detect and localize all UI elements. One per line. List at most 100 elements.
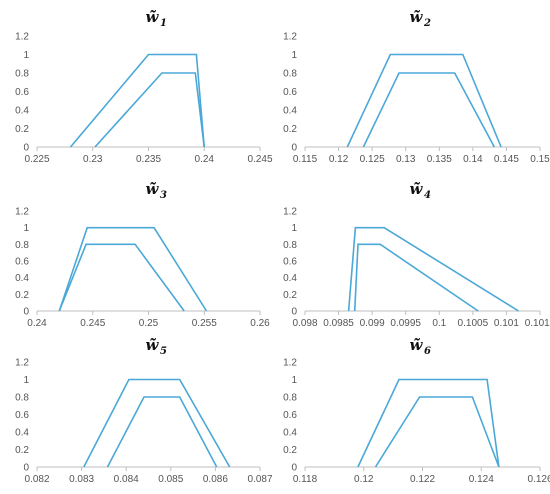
- y-tick-label: 0.6: [283, 87, 297, 98]
- y-tick-label: 0.8: [15, 393, 29, 404]
- y-tick-label: 0: [291, 307, 297, 318]
- y-tick-label: 1.2: [15, 207, 29, 218]
- x-tick-label: 0.086: [203, 474, 228, 485]
- x-tick-label: 0.087: [247, 474, 272, 485]
- y-tick-label: 0.4: [15, 106, 29, 117]
- chart-title: w̃̃: [146, 8, 160, 26]
- series-line-2: [58, 243, 185, 312]
- x-tick-label: 0.082: [24, 474, 49, 485]
- x-tick-label: 0.101: [494, 318, 519, 329]
- series-line-2: [362, 72, 496, 148]
- chart-title-subscript: 4: [424, 190, 431, 201]
- chart-panel-1: w̃̃ 100.20.40.60.811.20.225 0.23 0.235 0.24 0…: [15, 8, 273, 165]
- x-tick-label: 0.12: [329, 154, 349, 165]
- x-tick-label: 0.12: [354, 474, 374, 485]
- x-tick-label: 0.084: [114, 474, 139, 485]
- y-tick-label: 0.8: [283, 240, 297, 251]
- x-tick-label: 0.235: [136, 154, 161, 165]
- x-tick-label: 0.0985: [323, 318, 354, 329]
- series-line-1: [83, 378, 231, 468]
- y-tick-label: 0.2: [15, 124, 29, 135]
- x-tick-label: 0.0995: [390, 318, 421, 329]
- y-tick-label: 1.2: [283, 32, 297, 43]
- chart-panel-2: w̃̃ 2 0 0.2 0.4 0.6 0.8 1 1.2 0.115 0.12 0.125 0.13 0…: [283, 8, 550, 165]
- y-tick-label: 1.2: [283, 207, 297, 218]
- y-tick-label: 0: [23, 307, 29, 318]
- y-tick-label: 1.2: [283, 358, 297, 369]
- y-tick-label: 0.4: [283, 428, 297, 439]
- y-tick-label: 1: [23, 375, 29, 386]
- x-tick-label: 0.085: [158, 474, 183, 485]
- series-line-1: [346, 53, 502, 148]
- chart-title-subscript: 2: [423, 18, 431, 29]
- y-tick-label: 0.6: [283, 257, 297, 268]
- y-tick-label: 0.4: [283, 273, 297, 284]
- chart-title: w̃̃: [146, 336, 160, 354]
- y-tick-label: 1: [291, 375, 297, 386]
- y-tick-label: 1: [291, 223, 297, 234]
- x-tick-label: 0.26: [250, 318, 270, 329]
- series-line-2: [374, 396, 500, 468]
- y-tick-label: 0.4: [15, 273, 29, 284]
- x-tick-label: 0.099: [360, 318, 385, 329]
- x-tick-label: 0.115: [293, 154, 318, 165]
- series-line-1: [357, 378, 500, 468]
- y-tick-label: 0: [23, 463, 29, 474]
- x-tick-label: 0.083: [69, 474, 94, 485]
- y-tick-label: 0.6: [15, 410, 29, 421]
- x-tick-label: 0.23: [83, 154, 103, 165]
- y-tick-label: 0.8: [283, 69, 297, 80]
- x-tick-label: 0.255: [192, 318, 217, 329]
- y-tick-label: 1: [23, 50, 29, 61]
- x-tick-label: 0.15: [530, 154, 550, 165]
- x-tick-label: 0.098: [292, 318, 317, 329]
- series-line-2: [106, 396, 218, 468]
- x-tick-label: 0.13: [396, 154, 416, 165]
- x-tick-label: 0.225: [24, 154, 49, 165]
- y-tick-label: 0.2: [283, 445, 297, 456]
- y-tick-label: 0.4: [283, 106, 297, 117]
- chart-title: w̃̃: [410, 336, 424, 354]
- series-line-1: [58, 226, 208, 312]
- chart-panel-6: w̃̃ 6 0 0.2 0.4 0.6 0.8 1 1.2 0.118 0.12 0.122 0.124…: [283, 336, 550, 485]
- x-tick-label: 0.24: [195, 154, 215, 165]
- chart-title-subscript: 1: [160, 18, 167, 29]
- chart-title: w̃̃: [146, 180, 160, 198]
- series-line-2: [94, 72, 205, 148]
- y-tick-label: 0.8: [15, 240, 29, 251]
- y-tick-label: 0.2: [15, 290, 29, 301]
- x-tick-label: 0.1: [432, 318, 446, 329]
- series-line-1: [347, 226, 519, 312]
- y-tick-label: 0.2: [15, 445, 29, 456]
- chart-title-subscript: 3: [160, 190, 167, 201]
- x-tick-label: 0.135: [427, 154, 452, 165]
- y-tick-label: 0.4: [15, 428, 29, 439]
- y-tick-label: 0.6: [15, 87, 29, 98]
- y-tick-label: 1.2: [15, 358, 29, 369]
- y-tick-label: 0: [291, 463, 297, 474]
- chart-panel-4: w̃̃ 4 0 0.2 0.4 0.6 0.8 1 1.2 0.098 0.0985 0.099 0.0…: [283, 180, 550, 329]
- y-tick-label: 0.2: [283, 290, 297, 301]
- y-tick-label: 0.8: [283, 393, 297, 404]
- chart-title-subscript: 5: [160, 346, 167, 357]
- x-tick-label: 0.245: [247, 154, 272, 165]
- x-tick-label: 0.125: [360, 154, 385, 165]
- y-tick-label: 0.8: [15, 69, 29, 80]
- chart-title-subscript: 6: [424, 346, 431, 357]
- y-tick-label: 0.6: [15, 257, 29, 268]
- x-tick-label: 0.14: [463, 154, 483, 165]
- x-tick-label: 0.245: [80, 318, 105, 329]
- chart-panel-3: w̃̃ 3 0 0.2 0.4 0.6 0.8 1 1.2 0.24 0.245 0.25 0.255 0…: [15, 180, 270, 329]
- y-tick-label: 0: [23, 143, 29, 154]
- series-line-1: [69, 53, 205, 148]
- x-tick-label: 0.145: [494, 154, 519, 165]
- x-tick-label: 0.1015: [525, 318, 550, 329]
- x-tick-label: 0.124: [469, 474, 494, 485]
- chart-title: w̃̃: [410, 8, 424, 26]
- x-tick-label: 0.122: [410, 474, 435, 485]
- x-tick-label: 0.24: [27, 318, 47, 329]
- y-tick-label: 1: [291, 50, 297, 61]
- x-tick-label: 0.1005: [458, 318, 489, 329]
- series-line-2: [353, 243, 479, 312]
